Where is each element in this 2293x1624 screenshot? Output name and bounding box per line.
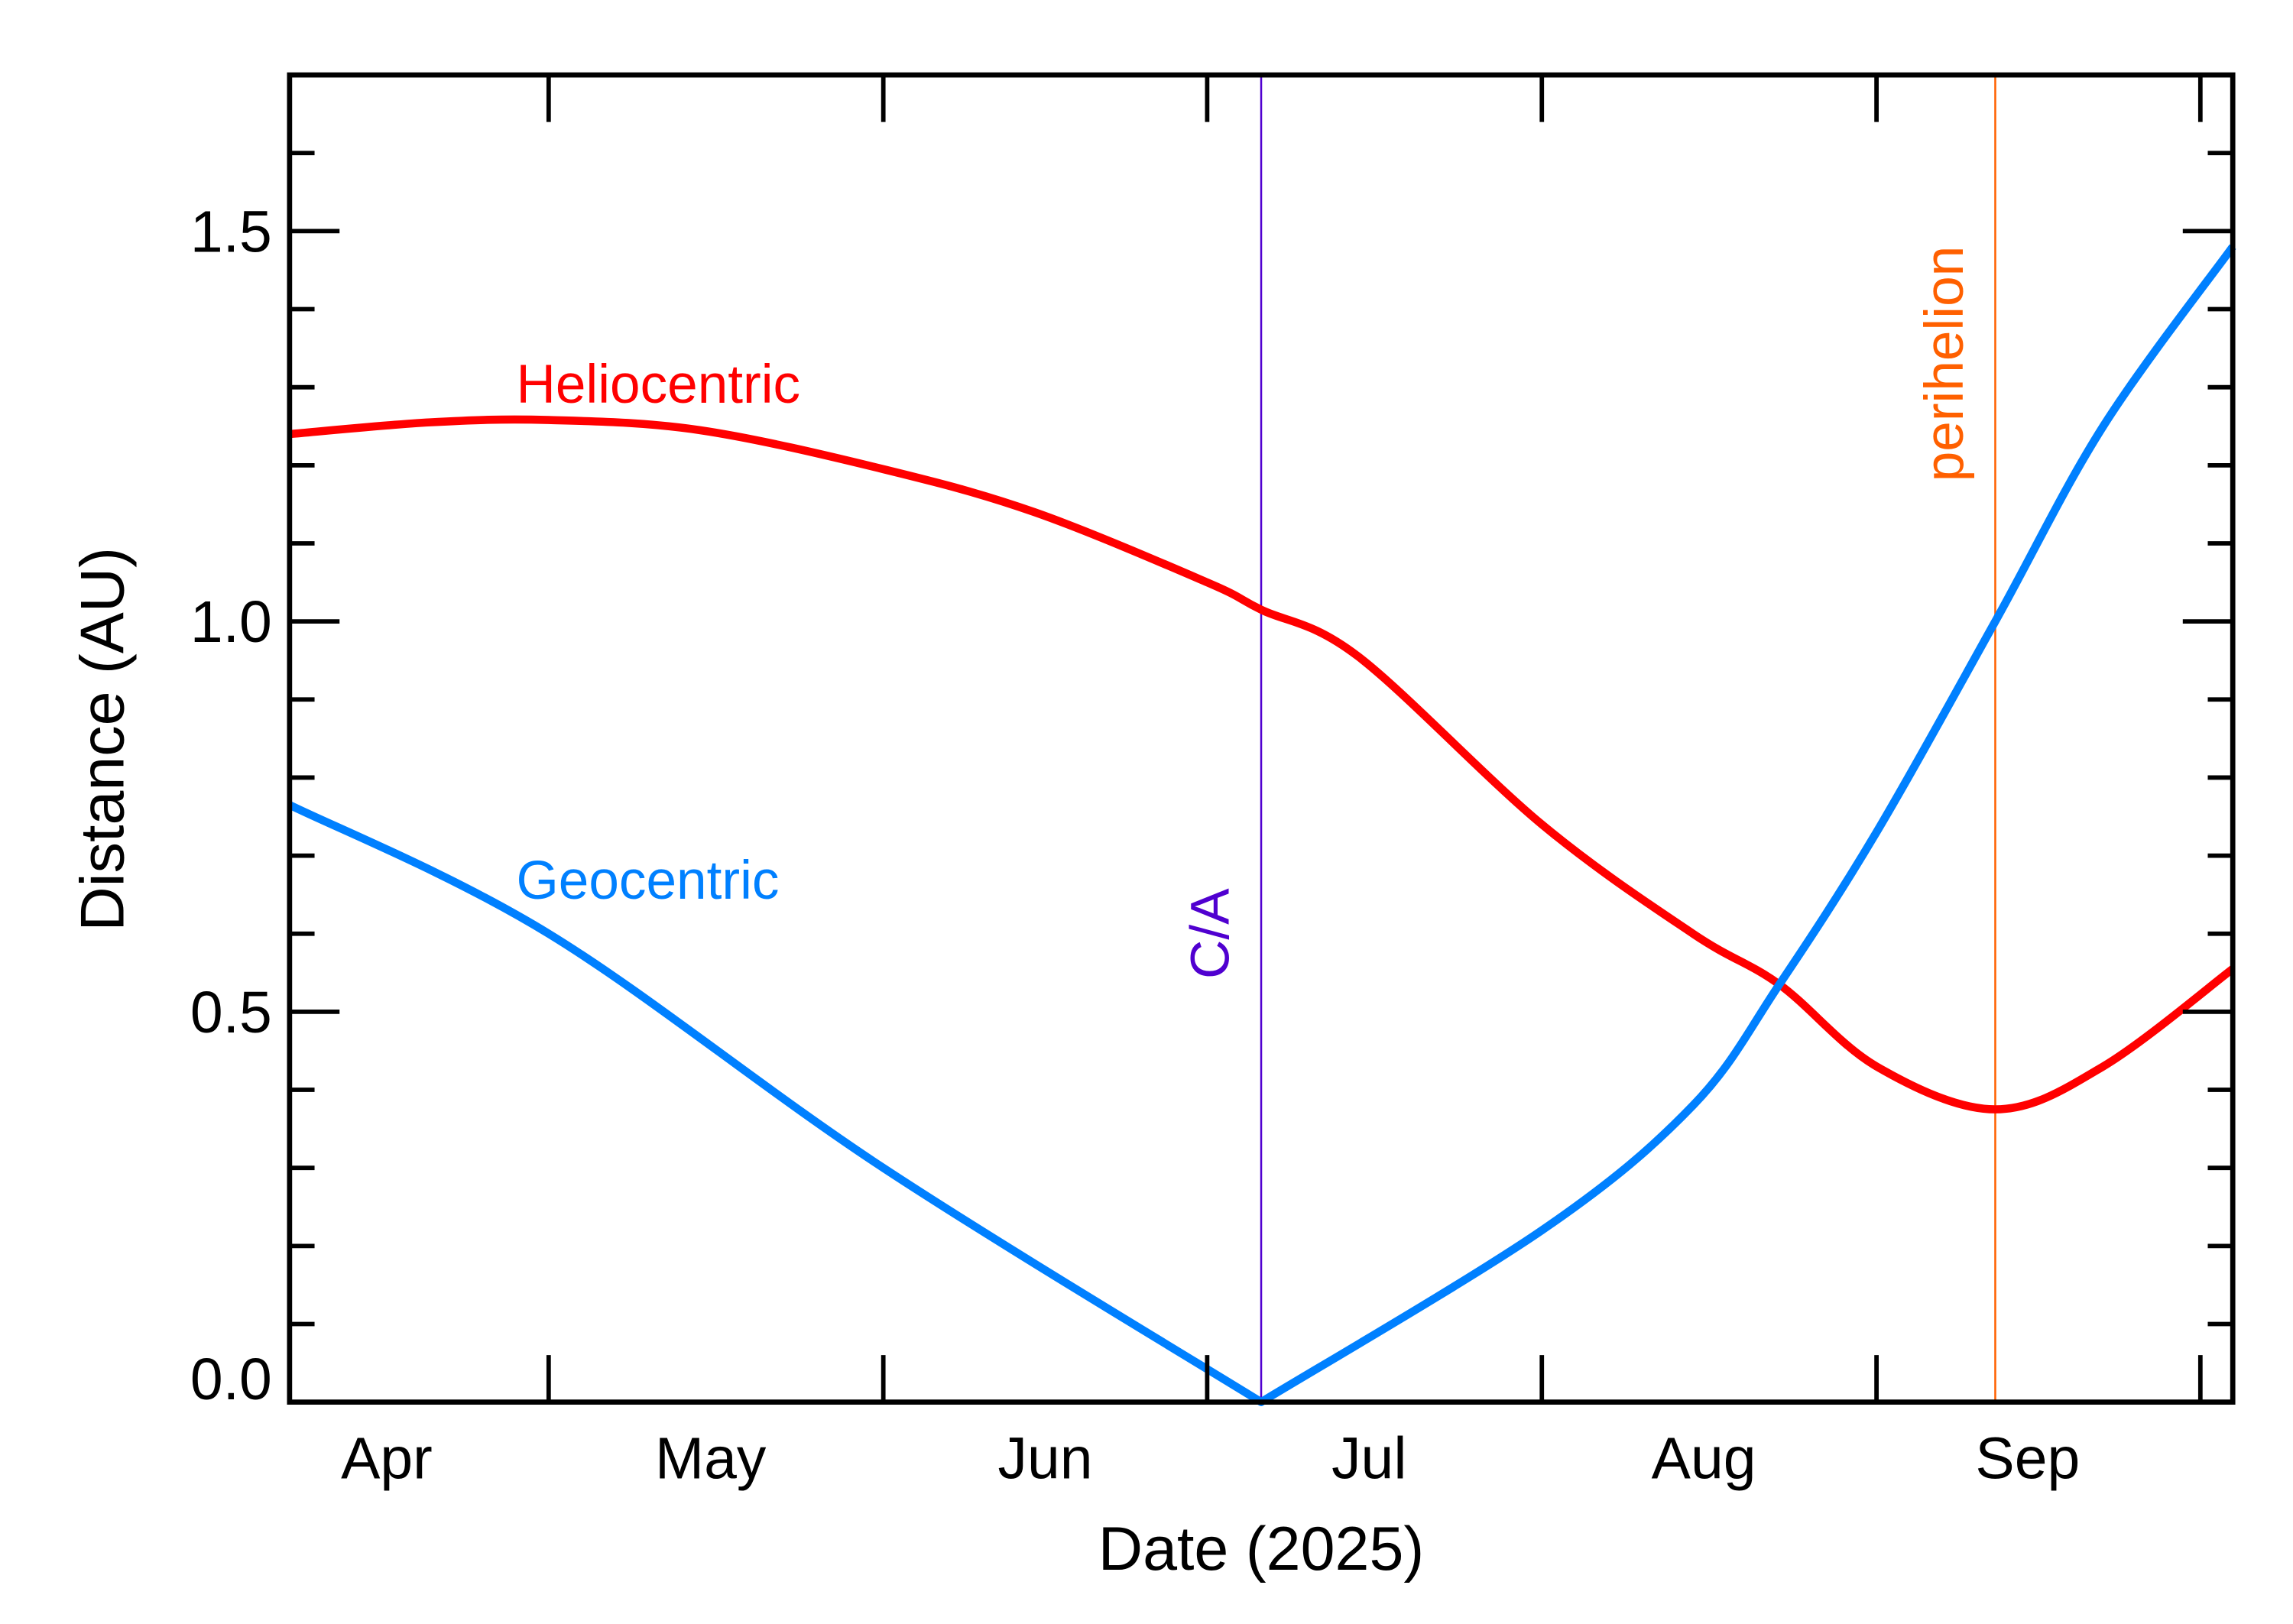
series-label-geocentric: Geocentric xyxy=(516,851,779,911)
y-tick-label: 0.5 xyxy=(190,980,272,1045)
x-axis-label: Date (2025) xyxy=(1098,1515,1425,1583)
x-tick-label: Apr xyxy=(341,1426,433,1492)
series-label-heliocentric: Heliocentric xyxy=(516,355,800,415)
x-tick-label: May xyxy=(655,1426,767,1492)
y-tick-label: 0.0 xyxy=(190,1347,272,1412)
x-tick-label: Jun xyxy=(998,1426,1093,1492)
x-tick-label: Sep xyxy=(1975,1426,2080,1492)
plot-frame xyxy=(287,72,2236,1405)
y-tick-label: 1.0 xyxy=(190,589,272,655)
y-axis-label: Distance (AU) xyxy=(69,547,138,932)
annotation-label-perihelion: perihelion xyxy=(1915,246,1975,481)
series-line-heliocentric xyxy=(289,415,2236,1113)
x-tick-label: Aug xyxy=(1652,1426,1756,1492)
x-tick-label: Jul xyxy=(1331,1426,1406,1492)
annotation-label-ca: C/A xyxy=(1181,888,1241,979)
y-tick-label: 1.5 xyxy=(190,199,272,264)
series-line-geocentric xyxy=(287,244,2236,1406)
